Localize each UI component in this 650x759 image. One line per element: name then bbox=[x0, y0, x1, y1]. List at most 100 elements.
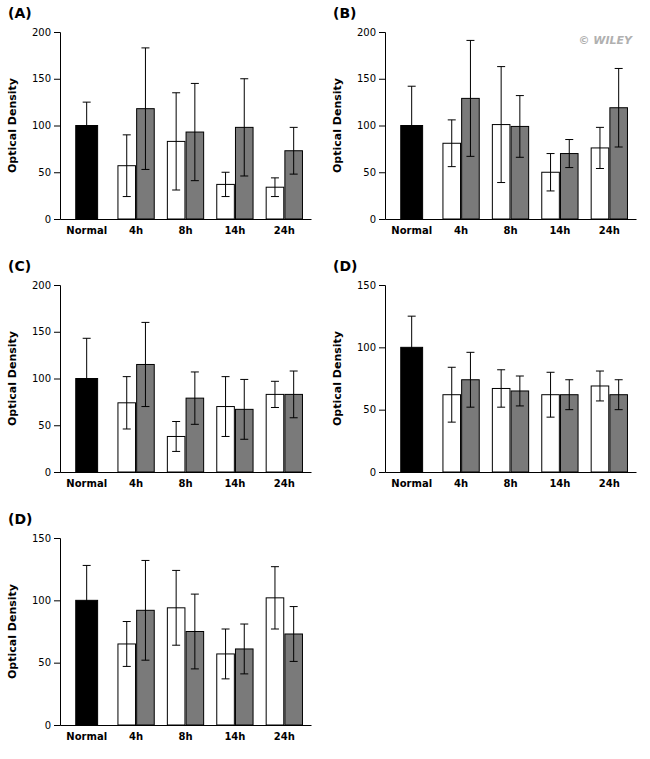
error-cap bbox=[191, 424, 199, 425]
error-cap bbox=[596, 168, 604, 169]
panel-label: (D) bbox=[8, 511, 32, 527]
plot-area bbox=[401, 40, 628, 219]
x-tick-label: Normal bbox=[391, 225, 432, 236]
y-tick-mark bbox=[54, 332, 60, 333]
error-cap bbox=[516, 376, 524, 377]
error-cap bbox=[222, 172, 230, 173]
error-cap bbox=[240, 673, 248, 674]
y-tick-label: 50 bbox=[363, 167, 376, 178]
y-tick-mark bbox=[379, 79, 385, 80]
error-line bbox=[569, 380, 570, 410]
y-tick: 100 bbox=[32, 120, 60, 131]
error-cap bbox=[466, 352, 474, 353]
error-cap bbox=[141, 169, 149, 170]
x-tick-label: 24h bbox=[599, 478, 620, 489]
x-axis-line bbox=[61, 725, 312, 726]
error-bar bbox=[497, 370, 505, 407]
panel-label: (B) bbox=[333, 5, 356, 21]
plot-area bbox=[401, 316, 628, 472]
y-axis-line bbox=[379, 286, 386, 473]
error-bar bbox=[615, 68, 623, 147]
error-bar bbox=[240, 79, 248, 176]
error-cap bbox=[271, 381, 279, 382]
x-tick: 24h bbox=[599, 225, 620, 236]
error-cap bbox=[240, 379, 248, 380]
error-cap bbox=[516, 157, 524, 158]
error-cap bbox=[497, 369, 505, 370]
y-tick-label: 200 bbox=[32, 280, 51, 291]
error-line bbox=[126, 377, 127, 429]
error-bar bbox=[596, 371, 604, 401]
x-tick-label: 8h bbox=[503, 478, 517, 489]
error-bar bbox=[172, 570, 180, 645]
error-cap bbox=[596, 371, 604, 372]
error-line bbox=[145, 322, 146, 406]
error-line bbox=[470, 352, 471, 407]
error-bar bbox=[516, 96, 524, 158]
error-bar bbox=[516, 376, 524, 406]
error-line bbox=[244, 79, 245, 176]
x-tick-label: 24h bbox=[274, 225, 295, 236]
x-tick: 24h bbox=[274, 478, 295, 489]
error-cap bbox=[290, 127, 298, 128]
y-tick-label: 0 bbox=[370, 214, 376, 225]
error-cap bbox=[497, 66, 505, 67]
x-tick-label: 14h bbox=[224, 731, 245, 742]
y-axis: 050100150200 bbox=[32, 280, 61, 478]
y-tick-label: 150 bbox=[32, 533, 51, 544]
error-line bbox=[194, 372, 195, 424]
y-axis-label: Optical Density bbox=[6, 331, 19, 426]
error-line bbox=[244, 379, 245, 439]
y-tick: 150 bbox=[32, 73, 60, 84]
x-tick-label: 14h bbox=[549, 478, 570, 489]
error-bar bbox=[83, 565, 91, 635]
y-tick: 150 bbox=[32, 533, 60, 544]
x-tick: 8h bbox=[178, 225, 192, 236]
y-tick-mark bbox=[54, 79, 60, 80]
y-tick-mark bbox=[54, 126, 60, 127]
error-bar bbox=[565, 140, 573, 168]
error-cap bbox=[271, 566, 279, 567]
error-cap bbox=[290, 174, 298, 175]
x-tick-label: Normal bbox=[66, 478, 107, 489]
x-tick: 4h bbox=[129, 478, 143, 489]
error-cap bbox=[466, 156, 474, 157]
error-cap bbox=[565, 167, 573, 168]
panel: 050100150200Normal4h8h14h24hOptical Dens… bbox=[6, 5, 312, 236]
error-bar bbox=[448, 367, 456, 422]
error-line bbox=[225, 172, 226, 196]
y-tick-label: 0 bbox=[45, 214, 51, 225]
error-line bbox=[176, 93, 177, 190]
panel-label: (A) bbox=[8, 5, 32, 21]
x-tick: 24h bbox=[599, 478, 620, 489]
y-tick: 50 bbox=[38, 420, 60, 431]
error-bar bbox=[547, 372, 555, 417]
error-line bbox=[86, 338, 87, 418]
x-tick: Normal bbox=[391, 225, 432, 236]
y-tick-label: 150 bbox=[357, 73, 376, 84]
error-bar bbox=[290, 607, 298, 662]
error-cap bbox=[123, 196, 131, 197]
x-tick: 14h bbox=[549, 225, 570, 236]
y-tick: 50 bbox=[363, 404, 385, 415]
error-cap bbox=[290, 417, 298, 418]
x-tick-label: 4h bbox=[129, 478, 143, 489]
error-cap bbox=[408, 378, 416, 379]
x-axis: Normal4h8h14h24h bbox=[386, 220, 637, 237]
y-tick: 150 bbox=[32, 326, 60, 337]
error-bar bbox=[83, 102, 91, 149]
error-line bbox=[550, 154, 551, 191]
error-cap bbox=[240, 439, 248, 440]
x-axis-line bbox=[61, 472, 312, 473]
y-tick: 200 bbox=[32, 280, 60, 291]
y-axis: 050100150200 bbox=[357, 27, 386, 225]
panel: 050100150200Normal4h8h14h24hOptical Dens… bbox=[6, 258, 312, 489]
error-bar bbox=[222, 172, 230, 196]
error-bar bbox=[222, 629, 230, 679]
error-cap bbox=[408, 86, 416, 87]
error-cap bbox=[172, 190, 180, 191]
x-tick: Normal bbox=[391, 478, 432, 489]
error-cap bbox=[222, 436, 230, 437]
error-cap bbox=[172, 570, 180, 571]
y-tick-label: 0 bbox=[45, 467, 51, 478]
